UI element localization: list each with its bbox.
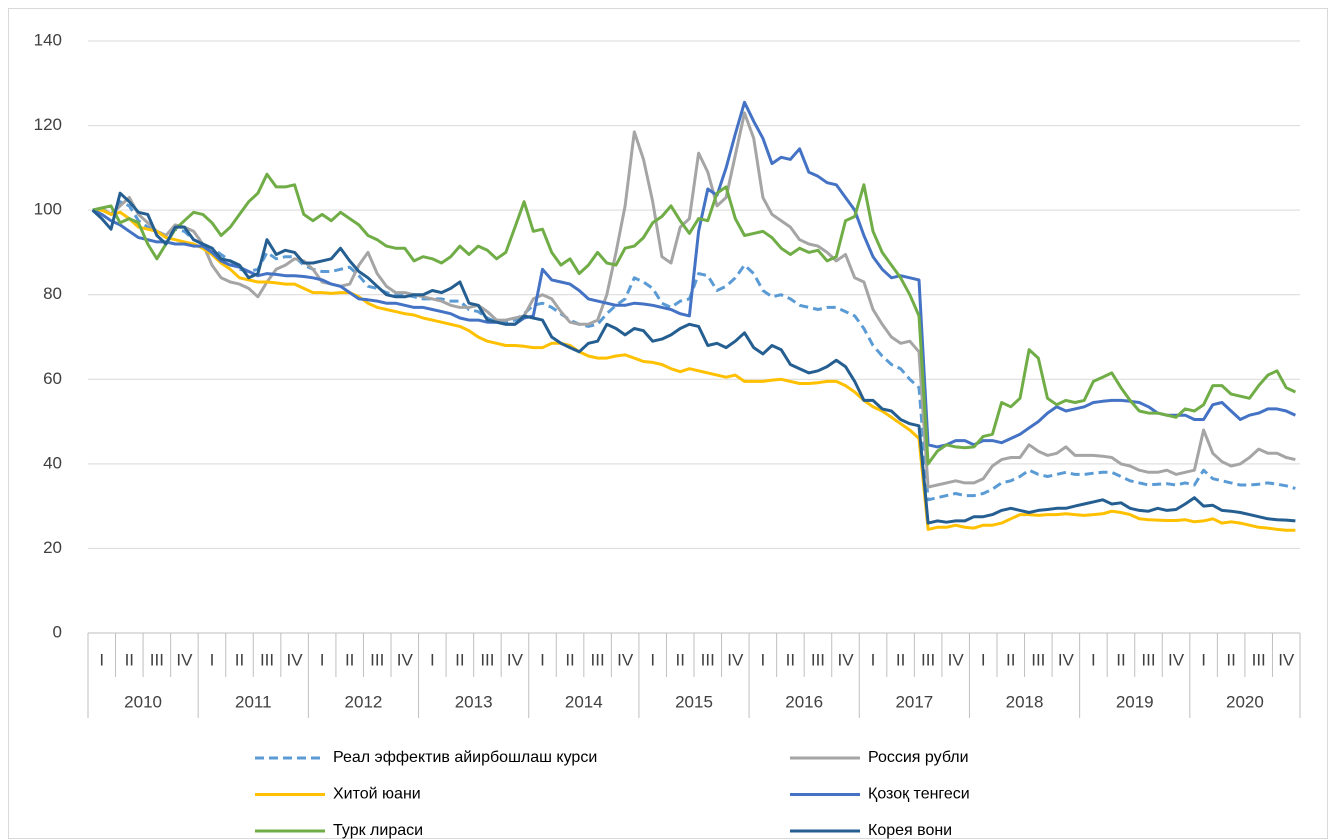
legend-label: Хитой юани — [333, 786, 421, 803]
quarter-label: IV — [727, 650, 744, 669]
quarter-label: II — [125, 650, 134, 669]
quarter-label: IV — [507, 650, 524, 669]
quarter-label: III — [1252, 650, 1266, 669]
quarter-label: IV — [287, 650, 304, 669]
year-label: 2011 — [235, 692, 272, 711]
quarter-label: IV — [1168, 650, 1185, 669]
year-label: 2014 — [565, 692, 603, 711]
quarter-label: I — [871, 650, 876, 669]
quarter-label: III — [150, 650, 164, 669]
quarter-label: I — [1091, 650, 1096, 669]
quarter-label: III — [480, 650, 494, 669]
quarter-label: III — [260, 650, 274, 669]
quarter-label: II — [455, 650, 464, 669]
quarter-label: II — [1116, 650, 1125, 669]
year-label: 2018 — [1006, 692, 1044, 711]
year-label: 2017 — [895, 692, 933, 711]
year-label: 2019 — [1116, 692, 1154, 711]
quarter-label: I — [760, 650, 765, 669]
quarter-label: I — [210, 650, 215, 669]
quarter-label: III — [591, 650, 605, 669]
quarter-label: I — [430, 650, 435, 669]
quarter-label: III — [701, 650, 715, 669]
quarter-label: II — [1226, 650, 1235, 669]
quarter-label: III — [921, 650, 935, 669]
y-tick-label: 80 — [43, 284, 62, 303]
series-line — [91, 100, 1297, 449]
quarter-label: I — [540, 650, 545, 669]
quarter-label: III — [1031, 650, 1045, 669]
y-tick-label: 20 — [43, 538, 62, 557]
quarter-label: II — [786, 650, 795, 669]
y-tick-label: 100 — [34, 200, 62, 219]
legend-label: Корея вони — [868, 822, 952, 839]
legend-label: Турк лираси — [333, 822, 423, 839]
year-label: 2010 — [124, 692, 162, 711]
y-tick-label: 40 — [43, 453, 62, 472]
y-tick-label: 120 — [34, 115, 62, 134]
year-label: 2013 — [455, 692, 493, 711]
series-line — [92, 208, 1296, 532]
quarter-label: I — [1201, 650, 1206, 669]
quarter-label: I — [981, 650, 986, 669]
legend-label: Россия рубли — [868, 749, 969, 766]
y-tick-label: 0 — [53, 622, 62, 641]
legend-label: Қозоқ тенгеси — [868, 786, 970, 803]
quarter-label: I — [650, 650, 655, 669]
quarter-label: I — [99, 650, 104, 669]
quarter-label: IV — [948, 650, 965, 669]
quarter-label: III — [370, 650, 384, 669]
quarter-label: II — [896, 650, 905, 669]
quarter-label: II — [235, 650, 244, 669]
year-label: 2012 — [345, 692, 383, 711]
quarter-label: II — [565, 650, 574, 669]
quarter-label: IV — [1278, 650, 1295, 669]
series-line — [92, 172, 1297, 466]
chart-frame — [8, 8, 1328, 839]
quarter-label: II — [676, 650, 685, 669]
quarter-label: IV — [617, 650, 634, 669]
y-tick-label: 140 — [34, 30, 62, 49]
y-tick-label: 60 — [43, 369, 62, 388]
quarter-label: III — [1141, 650, 1155, 669]
quarter-label: IV — [397, 650, 414, 669]
quarter-label: II — [345, 650, 354, 669]
series-line — [92, 111, 1296, 489]
year-label: 2020 — [1226, 692, 1264, 711]
quarter-label: III — [811, 650, 825, 669]
legend-label: Реал эффектив айирбошлаш курси — [333, 749, 597, 766]
quarter-label: IV — [837, 650, 854, 669]
series-line — [91, 191, 1296, 525]
year-label: 2015 — [675, 692, 713, 711]
year-label: 2016 — [785, 692, 823, 711]
quarter-label: IV — [176, 650, 193, 669]
quarter-label: IV — [1058, 650, 1075, 669]
quarter-label: I — [320, 650, 325, 669]
quarter-label: II — [1006, 650, 1015, 669]
